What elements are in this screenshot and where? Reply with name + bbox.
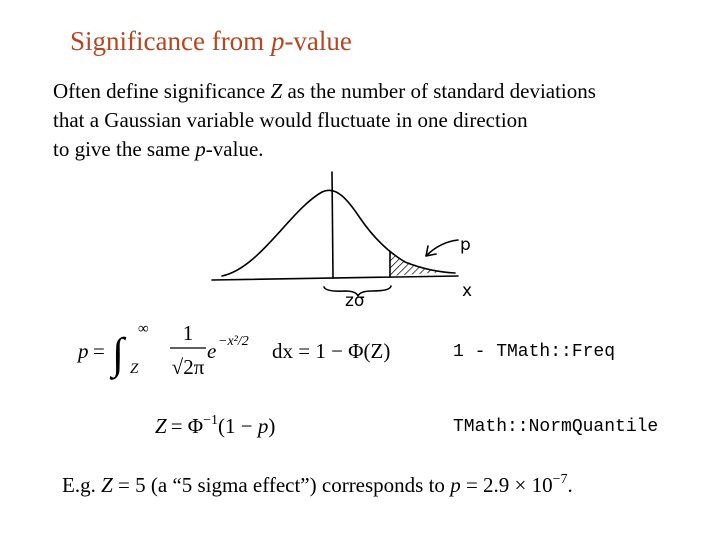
math-text: = Φ — [171, 414, 203, 438]
axis-label: x — [462, 281, 472, 301]
numerator: 1 — [183, 321, 194, 345]
intro-line: that a Gaussian variable would fluctuate… — [53, 108, 528, 132]
text-italic: p — [448, 473, 461, 497]
footer-line: E.g. Z = 5 (a “5 sigma effect”) correspo… — [62, 472, 573, 497]
math-symbol: e — [207, 339, 216, 363]
text: -value. — [206, 137, 264, 161]
vertical-axis — [331, 171, 334, 279]
formula-2: Z = Φ−1(1 − p) TMath::NormQuantile — [155, 413, 658, 438]
code-label: 1 - TMath::Freq — [453, 342, 615, 362]
text: as the number of standard deviations — [282, 79, 596, 103]
arrow — [425, 239, 459, 257]
title-text: Significance from — [70, 26, 271, 56]
text: to give the same — [53, 137, 195, 161]
gaussian-sketch — [211, 171, 459, 299]
intro-line: to give the same p-value. — [53, 137, 264, 161]
exponent: −1 — [203, 413, 218, 428]
math-text: dx = 1 − Φ(Z) — [272, 339, 390, 363]
code-label: TMath::NormQuantile — [453, 417, 658, 437]
superscript: −7 — [553, 472, 568, 487]
title-text: -value — [284, 26, 351, 56]
text: that a Gaussian variable would fluctuate… — [53, 108, 528, 132]
brace — [323, 285, 392, 299]
math-text: (1 − — [218, 414, 258, 438]
tail-label: p — [460, 235, 471, 255]
text: = 2.9 × 10 — [461, 473, 553, 497]
horizontal-axis — [211, 275, 459, 281]
distance-label: zσ — [345, 291, 365, 311]
text: Often define significance — [53, 79, 271, 103]
upper-limit: ∞ — [138, 321, 149, 337]
math-line: Z = Φ−1(1 − p) — [155, 413, 275, 438]
slide-title: Significance from p-value — [70, 26, 352, 56]
denominator: √2π — [172, 355, 205, 379]
title-italic: p — [269, 26, 285, 56]
math-symbol: Z — [155, 414, 167, 438]
intro-line: Often define significance Z as the numbe… — [53, 79, 596, 103]
text: . — [568, 473, 573, 497]
text-italic: p — [193, 137, 206, 161]
math-symbol: = — [93, 339, 105, 363]
text-italic: Z — [271, 79, 283, 103]
math-symbol: p — [76, 339, 89, 363]
text: = 5 (a “5 sigma effect”) corresponds to — [113, 473, 450, 497]
math-text: ) — [268, 414, 275, 438]
integral-sign: ∫ — [109, 329, 127, 380]
text-italic: Z — [101, 473, 113, 497]
text: E.g. — [62, 473, 101, 497]
gaussian-curve — [221, 189, 456, 277]
math-symbol: p — [256, 414, 269, 438]
lower-limit: Z — [130, 361, 139, 377]
formula-1: p = ∫ ∞ Z 1 √2π e −x²/2 dx = 1 − Φ(Z) 1 … — [76, 321, 615, 380]
exponent: −x²/2 — [218, 334, 249, 349]
